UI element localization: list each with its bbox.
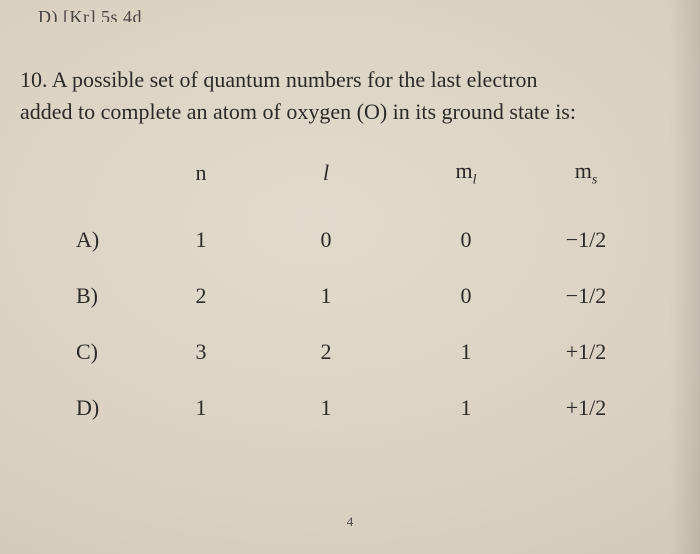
question-line-1: A possible set of quantum numbers for th… bbox=[52, 67, 538, 92]
cell-ms: +1/2 bbox=[536, 380, 636, 436]
cell-n: 1 bbox=[146, 380, 256, 436]
option-label: D) bbox=[70, 380, 146, 436]
header-ms: ms bbox=[575, 158, 598, 183]
header-n: n bbox=[196, 160, 207, 185]
cell-l: 0 bbox=[256, 212, 396, 268]
cell-n: 3 bbox=[146, 324, 256, 380]
question-number: 10. bbox=[20, 67, 48, 92]
cell-ms: −1/2 bbox=[536, 268, 636, 324]
cell-l: 1 bbox=[256, 380, 396, 436]
table-row: A) 1 0 0 −1/2 bbox=[70, 212, 636, 268]
cell-n: 2 bbox=[146, 268, 256, 324]
question-line-2: added to complete an atom of oxygen (O) … bbox=[20, 99, 576, 124]
cell-ml: 0 bbox=[396, 268, 536, 324]
table-header-row: n l ml ms bbox=[70, 158, 636, 212]
option-label: C) bbox=[70, 324, 146, 380]
prev-fragment: D) [Kr] 5s 4d bbox=[38, 8, 680, 22]
question-block: 10. A possible set of quantum numbers fo… bbox=[20, 64, 680, 128]
cell-ml: 1 bbox=[396, 324, 536, 380]
table-row: B) 2 1 0 −1/2 bbox=[70, 268, 636, 324]
page-number: 4 bbox=[0, 514, 700, 530]
cell-l: 2 bbox=[256, 324, 396, 380]
table-row: D) 1 1 1 +1/2 bbox=[70, 380, 636, 436]
cell-ms: +1/2 bbox=[536, 324, 636, 380]
options-table: n l ml ms A) 1 0 0 −1/2 bbox=[70, 158, 636, 436]
cell-ml: 0 bbox=[396, 212, 536, 268]
cell-ms: −1/2 bbox=[536, 212, 636, 268]
cell-l: 1 bbox=[256, 268, 396, 324]
table-row: C) 3 2 1 +1/2 bbox=[70, 324, 636, 380]
option-label: A) bbox=[70, 212, 146, 268]
cell-n: 1 bbox=[146, 212, 256, 268]
header-l: l bbox=[323, 160, 329, 185]
header-ml: ml bbox=[455, 158, 476, 183]
option-label: B) bbox=[70, 268, 146, 324]
cell-ml: 1 bbox=[396, 380, 536, 436]
